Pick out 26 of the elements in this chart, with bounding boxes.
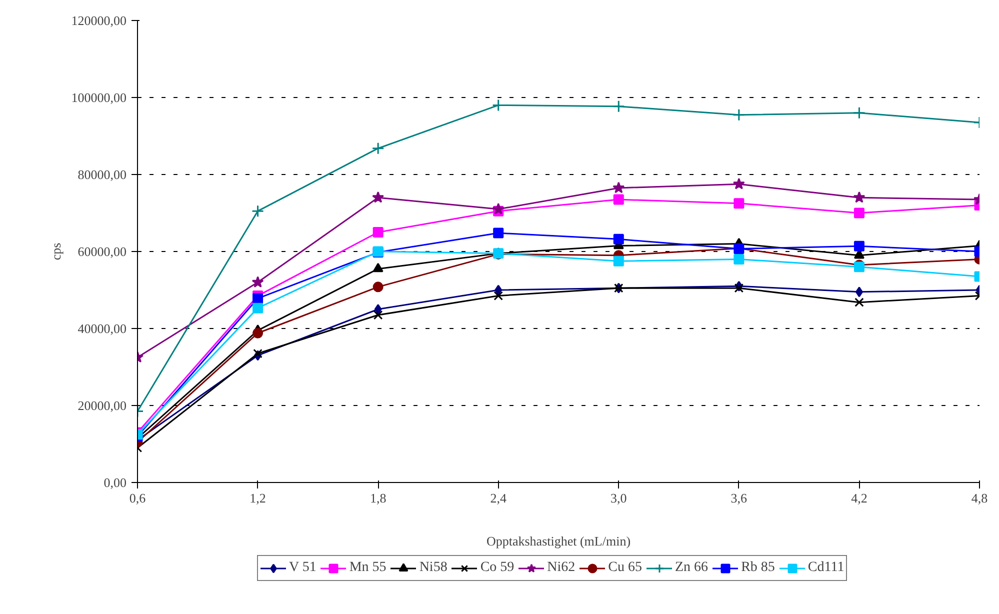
- y-tick-label: 20000,00: [78, 398, 126, 413]
- x-tick-label: 2,4: [490, 490, 507, 506]
- legend-label: V 51: [289, 560, 316, 576]
- x-tick-label: 1,8: [370, 490, 386, 506]
- x-axis-title: Opptakshastighet (mL/min): [486, 534, 631, 548]
- y-tick-label: 80000,00: [78, 167, 126, 182]
- x-tick-label: 0,6: [129, 490, 146, 506]
- legend-label: Ni58: [419, 560, 448, 576]
- y-tick-label: 120000,00: [71, 13, 126, 28]
- legend-label: Mn 55: [349, 560, 386, 576]
- y-axis-title: cps: [48, 242, 64, 260]
- x-tick-label: 1,2: [250, 490, 266, 506]
- y-tick-label: 60000,00: [78, 244, 126, 259]
- legend-label: Cd111: [808, 560, 844, 576]
- legend-label: Ni62: [547, 560, 576, 576]
- y-tick-label: 100000,00: [71, 90, 126, 105]
- y-tick-label: 40000,00: [78, 321, 126, 336]
- legend-label: Cu 65: [608, 560, 642, 576]
- y-tick-label: 0,00: [104, 475, 126, 490]
- legend-label: Zn 66: [675, 560, 708, 576]
- legend-label: Rb 85: [741, 560, 775, 576]
- x-tick-label: 3,6: [730, 490, 748, 506]
- legend-label: Co 59: [480, 560, 514, 576]
- x-tick-label: 4,8: [971, 490, 988, 506]
- x-tick-label: 4,2: [851, 490, 868, 506]
- x-tick-label: 3,0: [610, 490, 627, 506]
